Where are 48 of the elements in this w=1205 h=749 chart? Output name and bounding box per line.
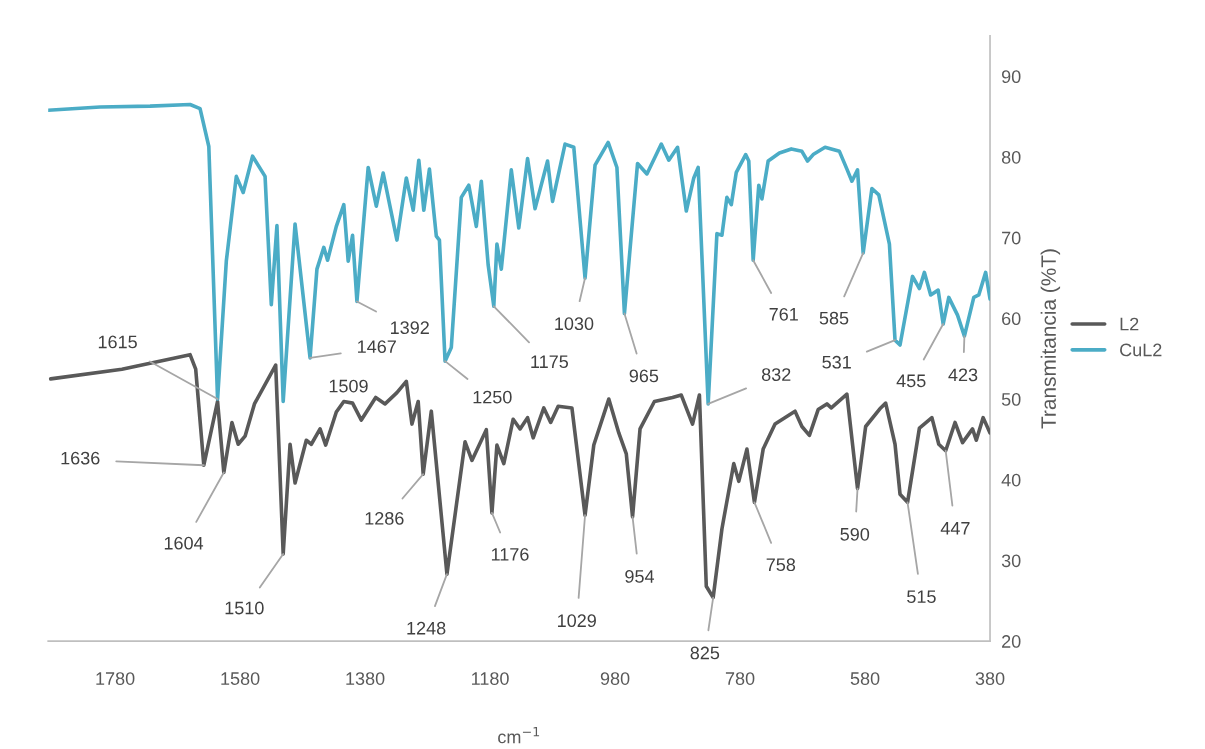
annotation: 761 bbox=[769, 307, 798, 321]
annotation: 531 bbox=[822, 355, 851, 369]
annotation: 1248 bbox=[407, 621, 446, 635]
annotation: 1250 bbox=[473, 390, 512, 404]
annotation: 1176 bbox=[491, 547, 529, 561]
annotation: 455 bbox=[896, 374, 926, 388]
x-tick-label: 980 bbox=[600, 672, 630, 685]
y-axis-title: Transmitancia (%T) bbox=[1040, 249, 1061, 429]
annotation: 1636 bbox=[61, 451, 100, 465]
y-tick-label: 20 bbox=[1002, 635, 1021, 648]
annotation: 1175 bbox=[531, 355, 569, 369]
y-tick-label: 70 bbox=[1002, 231, 1021, 245]
x-tick-label: 580 bbox=[850, 672, 880, 685]
annotation: 1030 bbox=[555, 317, 594, 331]
annotation: 423 bbox=[948, 368, 978, 382]
x-tick-label: 1780 bbox=[96, 672, 135, 685]
annotation: 515 bbox=[907, 590, 936, 604]
annotation: 1510 bbox=[225, 601, 264, 615]
annotation: 965 bbox=[629, 369, 659, 383]
y-tick-label: 90 bbox=[1001, 70, 1021, 84]
annotation: 954 bbox=[625, 570, 655, 583]
annotation: 1286 bbox=[365, 512, 404, 525]
annotation: 590 bbox=[840, 527, 870, 541]
annotation: 1467 bbox=[358, 340, 396, 354]
line-series bbox=[48, 102, 991, 406]
annotation: 832 bbox=[761, 368, 791, 381]
annotation: 825 bbox=[690, 646, 720, 660]
legend-label: L2 bbox=[1120, 317, 1139, 331]
legend-label: CuL2 bbox=[1120, 343, 1162, 357]
y-tick-label: 30 bbox=[1001, 554, 1021, 568]
x-tick-label: 380 bbox=[975, 672, 1005, 685]
annotation: 1392 bbox=[391, 321, 429, 335]
annotation: 1615 bbox=[98, 335, 137, 349]
annotation: 758 bbox=[766, 558, 796, 572]
annotation: 1029 bbox=[558, 614, 596, 628]
y-tick-label: 60 bbox=[1002, 312, 1021, 326]
x-tick-label: 780 bbox=[725, 672, 755, 685]
annotation: 447 bbox=[940, 522, 970, 535]
x-tick-label: 1380 bbox=[346, 672, 385, 685]
y-tick-label: 50 bbox=[1001, 393, 1021, 406]
annotation: 1604 bbox=[164, 536, 204, 550]
x-tick-label: 1180 bbox=[472, 672, 509, 685]
x-axis-title: cm$^{−1}$ bbox=[498, 727, 540, 744]
y-tick-label: 40 bbox=[1001, 473, 1021, 487]
x-tick-label: 1580 bbox=[221, 672, 260, 685]
annotation: 1509 bbox=[329, 379, 368, 393]
annotation: 585 bbox=[819, 311, 849, 325]
y-tick-label: 80 bbox=[1001, 150, 1021, 164]
